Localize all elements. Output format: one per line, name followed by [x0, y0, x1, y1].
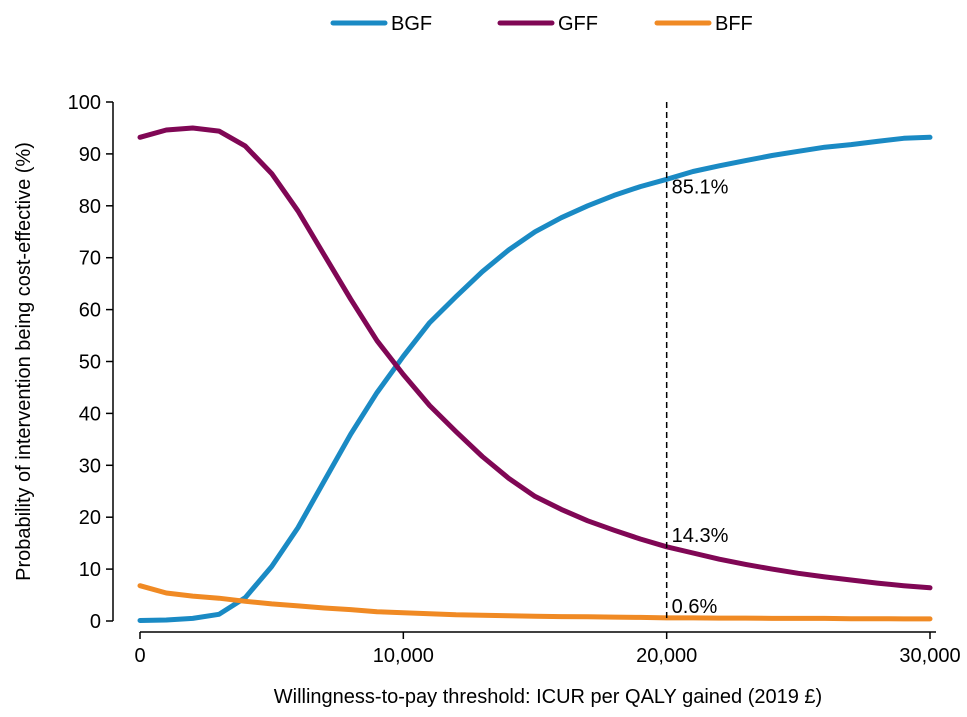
axes: 0 10 20 30 40 50 60 70 80 90 100 0 10,000 20,000 30,0… — [68, 92, 961, 667]
y-tick-label: 0 — [90, 611, 101, 633]
series-lines — [137, 125, 933, 623]
y-tick-label: 20 — [79, 507, 101, 529]
annotation-label: 85.1% — [672, 176, 729, 198]
annotation-label: 14.3% — [672, 525, 729, 547]
y-tick-label: 10 — [79, 559, 101, 581]
x-tick-label: 30,000 — [899, 645, 960, 667]
series-line-gff — [137, 125, 933, 591]
y-tick-label: 80 — [79, 196, 101, 218]
x-tick-label: 0 — [134, 645, 145, 667]
series-line-bgf — [137, 134, 933, 623]
x-ticks: 0 10,000 20,000 30,000 — [134, 632, 961, 667]
y-tick-label: 40 — [79, 403, 101, 425]
legend-label-gff: GFF — [558, 13, 598, 35]
x-tick-label: 20,000 — [636, 645, 697, 667]
x-tick-label: 10,000 — [373, 645, 434, 667]
y-axis-title: Probability of intervention being cost-e… — [13, 142, 35, 581]
legend: BGF GFF BFF — [330, 13, 753, 35]
y-tick-label: 100 — [68, 92, 101, 114]
y-tick-label: 30 — [79, 455, 101, 477]
series-line-bff — [137, 583, 933, 622]
annotation-label: 0.6% — [672, 596, 718, 618]
annotations: 85.1% 14.3% 0.6% — [672, 176, 729, 618]
y-tick-label: 60 — [79, 300, 101, 322]
y-ticks: 0 10 20 30 40 50 60 70 80 90 100 — [68, 92, 113, 633]
y-tick-label: 90 — [79, 144, 101, 166]
legend-label-bgf: BGF — [391, 13, 432, 35]
legend-label-bff: BFF — [715, 13, 753, 35]
x-axis-title: Willingness-to-pay threshold: ICUR per Q… — [274, 686, 822, 708]
y-tick-label: 50 — [79, 352, 101, 374]
y-tick-label: 70 — [79, 248, 101, 270]
